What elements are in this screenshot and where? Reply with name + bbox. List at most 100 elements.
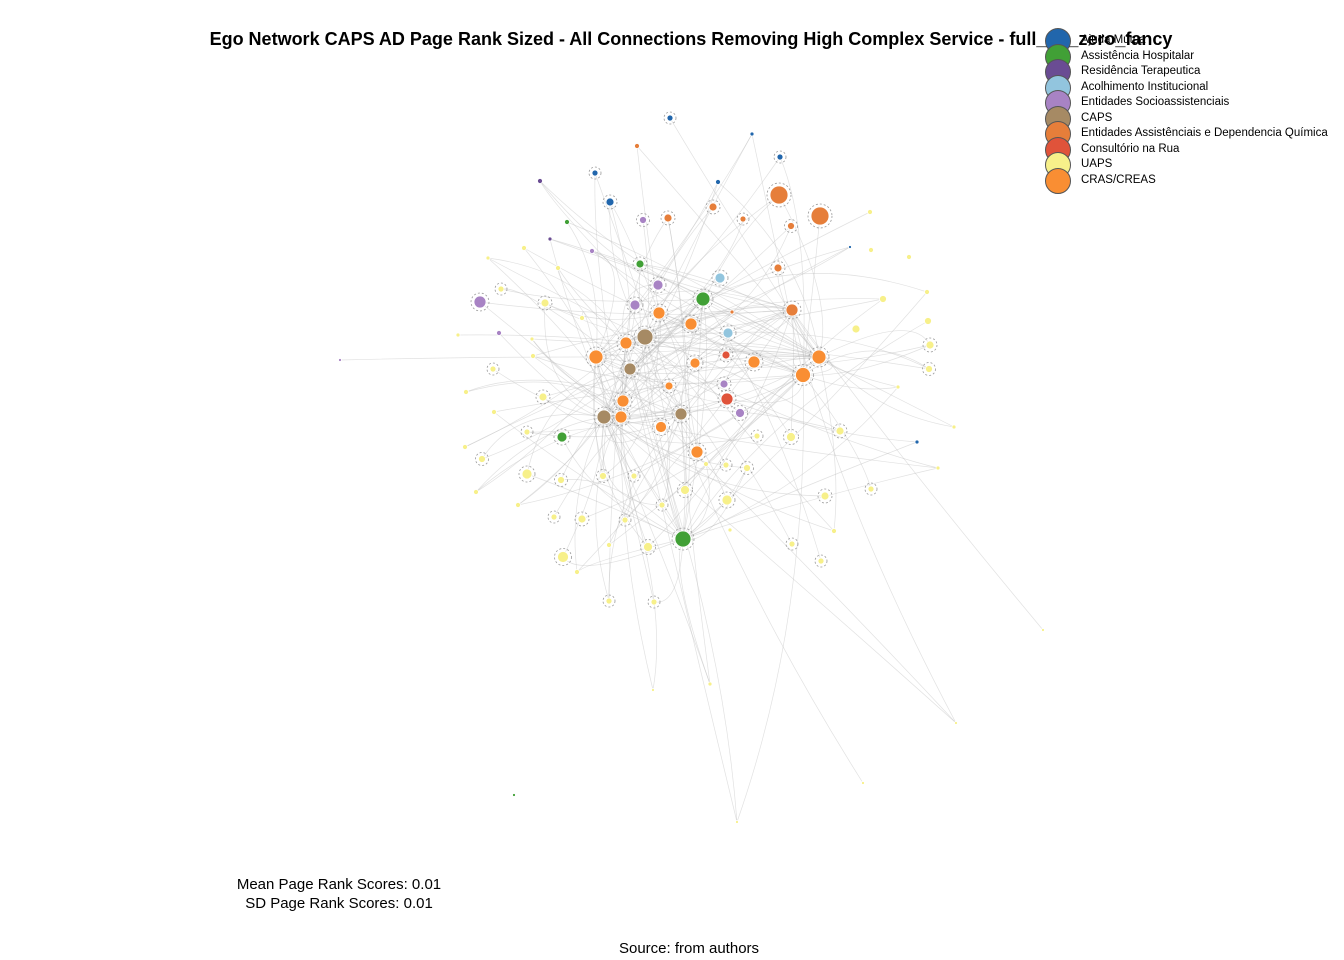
network-edge (526, 473, 684, 540)
network-node (564, 219, 570, 225)
network-edge (557, 267, 627, 344)
network-edge (620, 416, 835, 532)
mean-page-rank-text: Mean Page Rank Scores: 0.01 (236, 876, 442, 893)
network-edge (481, 414, 605, 460)
network-edge (479, 301, 622, 418)
node-ring (655, 498, 669, 512)
network-node (795, 367, 811, 383)
node-ring (766, 182, 792, 208)
network-edge (629, 298, 704, 370)
network-node (491, 409, 497, 415)
network-node (674, 530, 692, 548)
network-node (666, 114, 674, 122)
network-edge (603, 304, 636, 418)
network-node (831, 528, 837, 534)
network-node (530, 353, 536, 359)
node-ring (596, 469, 610, 483)
network-edge (500, 288, 704, 302)
network-node (785, 303, 799, 317)
network-node (652, 306, 666, 320)
network-edge (609, 201, 646, 338)
network-node (529, 336, 535, 342)
network-node (485, 255, 491, 261)
network-edge (595, 354, 627, 402)
network-edge (544, 302, 820, 358)
network-edge (526, 368, 631, 475)
network-edge (479, 301, 793, 315)
network-node (680, 485, 690, 495)
node-ring (585, 346, 607, 368)
network-edge (603, 384, 670, 418)
network-node (555, 265, 561, 271)
network-node (722, 327, 734, 339)
node-ring (537, 295, 553, 311)
network-edge (620, 416, 826, 497)
network-node (523, 428, 531, 436)
network-node (707, 681, 713, 687)
network-edge (660, 413, 693, 439)
network-edge (661, 374, 804, 506)
node-ring (732, 405, 748, 421)
network-edge (666, 362, 696, 540)
network-node (703, 461, 709, 467)
network-node (557, 476, 565, 484)
node-ring (618, 513, 632, 527)
network-edge (725, 309, 793, 356)
node-ring (470, 292, 490, 312)
network-edge (576, 538, 684, 573)
node-ring (647, 595, 661, 609)
node-ring (719, 324, 737, 342)
legend-label-uaps: UAPS (1081, 158, 1113, 170)
network-edge (595, 181, 719, 358)
network-edge (818, 330, 931, 358)
network-edge (544, 298, 704, 320)
network-edge (594, 172, 682, 415)
network-edge (644, 246, 851, 338)
network-node (619, 336, 633, 350)
legend-label-assistencia-hospitalar: Assistência Hospitalar (1081, 49, 1195, 62)
network-edge (566, 221, 820, 358)
node-ring (716, 376, 732, 392)
node-ring (554, 473, 568, 487)
network-edge (644, 336, 793, 545)
network-edge (625, 342, 918, 443)
network-edge (779, 156, 805, 376)
network-edge (818, 356, 837, 532)
node-ring (770, 260, 786, 276)
legend-label-acolhimento-institucional: Acolhimento Institucional (1081, 80, 1209, 93)
legend-label-cras-creas: CRAS/CREAS (1081, 173, 1156, 186)
legend-label-ajuda-mutua: Ajuda Mútua (1081, 34, 1146, 46)
network-edge (608, 342, 627, 602)
network-edge (682, 441, 918, 540)
network-edge (595, 133, 753, 358)
network-node (630, 472, 638, 480)
network-edge (549, 238, 793, 311)
node-ring (807, 203, 833, 229)
network-edge (539, 180, 820, 358)
network-edge (603, 246, 851, 418)
network-edge (644, 298, 884, 338)
network-node (643, 542, 653, 552)
network-edge (621, 342, 649, 548)
network-edge (603, 416, 662, 443)
network-edge (644, 336, 684, 540)
network-edge (639, 263, 820, 358)
legend-item-caps: CAPS (1042, 105, 1344, 132)
network-node (614, 410, 628, 424)
node-ring (475, 452, 489, 466)
network-node (605, 197, 615, 207)
network-edge (644, 336, 841, 432)
network-edge (629, 218, 744, 370)
node-ring (692, 288, 714, 310)
network-edge (603, 416, 939, 469)
network-node (747, 355, 761, 369)
network-edge (682, 298, 707, 540)
node-ring (620, 359, 640, 379)
network-node (512, 793, 516, 797)
network-edge (629, 368, 738, 823)
network-edge (602, 336, 646, 477)
node-ring (486, 362, 500, 376)
network-edge (682, 467, 939, 540)
network-edge (602, 312, 660, 477)
